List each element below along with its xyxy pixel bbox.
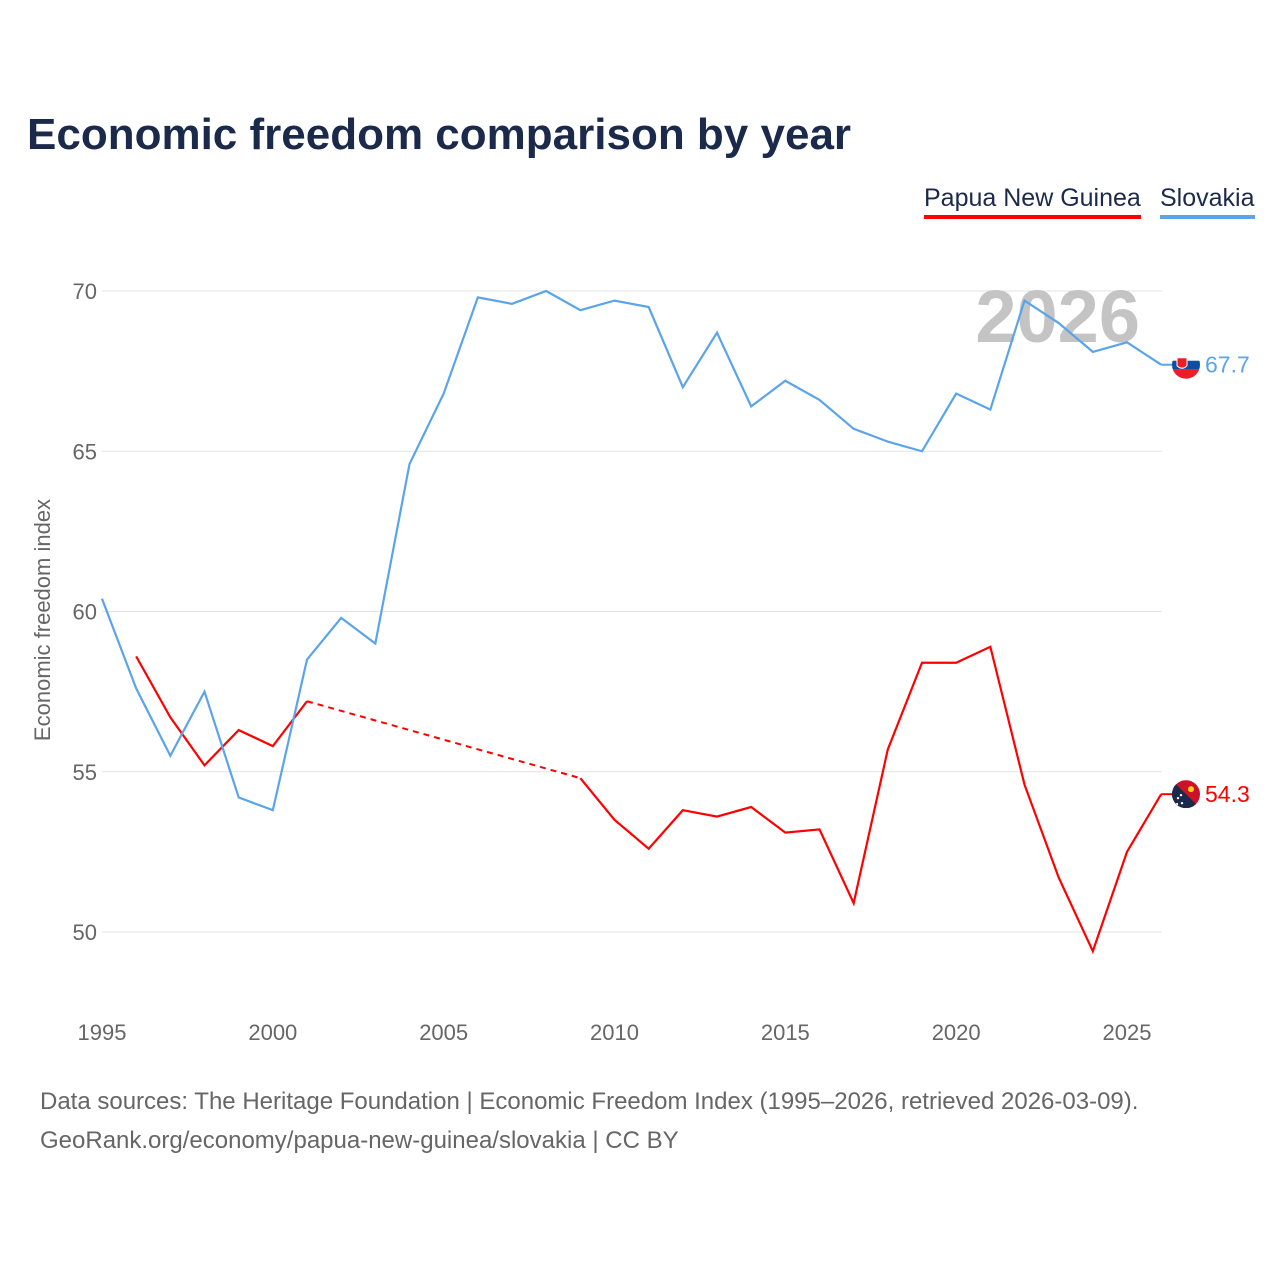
papua-new-guinea-point[interactable] (817, 826, 823, 832)
x-tick-label: 2000 (248, 1020, 297, 1045)
slovakia-flag-icon (1172, 350, 1200, 379)
slovakia-point[interactable] (1124, 339, 1130, 345)
papua-new-guinea-point[interactable] (919, 660, 925, 666)
year-watermark: 2026 (975, 275, 1140, 358)
x-tick-label: 2005 (419, 1020, 468, 1045)
x-tick-label: 2010 (590, 1020, 639, 1045)
legend-papua-new-guinea[interactable]: Papua New Guinea (924, 184, 1141, 219)
slovakia-point[interactable] (509, 301, 515, 307)
papua-new-guinea-point[interactable] (1022, 782, 1028, 788)
slovakia-point[interactable] (817, 397, 823, 403)
papua-new-guinea-point[interactable] (612, 817, 618, 823)
slovakia-point[interactable] (167, 753, 173, 759)
y-tick-label: 55 (73, 760, 97, 785)
slovakia-point[interactable] (407, 461, 413, 467)
slovakia-point[interactable] (953, 391, 959, 397)
slovakia-line (100, 289, 1162, 812)
papua-new-guinea-point[interactable] (714, 814, 720, 820)
papua-new-guinea-point[interactable] (236, 727, 242, 733)
slovakia-point[interactable] (441, 391, 447, 397)
y-tick-label: 65 (73, 439, 97, 464)
papua-new-guinea-point[interactable] (646, 846, 652, 852)
papua-new-guinea-end-label: 54.3 (1205, 781, 1250, 807)
papua-new-guinea-point[interactable] (885, 746, 891, 752)
slovakia-point[interactable] (612, 298, 618, 304)
slovakia-point[interactable] (338, 615, 344, 621)
x-tick-label: 2025 (1103, 1020, 1152, 1045)
data-sources: Data sources: The Heritage Foundation | … (40, 1088, 1139, 1115)
papua-new-guinea-gap-line (306, 700, 581, 780)
papua-new-guinea-point[interactable] (133, 653, 139, 659)
y-tick-label: 50 (73, 920, 97, 945)
papua-new-guinea-point[interactable] (851, 900, 857, 906)
slovakia-point[interactable] (372, 641, 378, 647)
slovakia-point[interactable] (919, 448, 925, 454)
legend-slovakia[interactable]: Slovakia (1160, 184, 1255, 219)
papua-new-guinea-point[interactable] (202, 762, 208, 768)
y-tick-label: 60 (73, 600, 97, 625)
papua-new-guinea-point[interactable] (167, 714, 173, 720)
papua-new-guinea-point[interactable] (680, 807, 686, 813)
slovakia-point[interactable] (1022, 298, 1028, 304)
papua-new-guinea-point[interactable] (1090, 948, 1096, 954)
papua-new-guinea-line (135, 655, 308, 768)
slovakia-point[interactable] (782, 378, 788, 384)
slovakia-point[interactable] (270, 807, 276, 813)
slovakia-point[interactable] (1056, 320, 1062, 326)
x-tick-label: 2015 (761, 1020, 810, 1045)
slovakia-point[interactable] (885, 439, 891, 445)
slovakia-point[interactable] (851, 426, 857, 432)
chart-title: Economic freedom comparison by year (27, 110, 852, 159)
slovakia-point[interactable] (99, 596, 105, 602)
slovakia-point[interactable] (748, 403, 754, 409)
slovakia-point[interactable] (987, 407, 993, 413)
papua-new-guinea-line (579, 645, 1163, 955)
slovakia-point[interactable] (133, 685, 139, 691)
papua-new-guinea-point[interactable] (304, 698, 310, 704)
slovakia-point[interactable] (1090, 349, 1096, 355)
papua-new-guinea-point[interactable] (1124, 849, 1130, 855)
slovakia-point[interactable] (680, 384, 686, 390)
slovakia-point[interactable] (543, 288, 549, 294)
papua-new-guinea-point[interactable] (953, 660, 959, 666)
slovakia-point[interactable] (475, 294, 481, 300)
papua-new-guinea-point[interactable] (577, 775, 583, 781)
line-chart: 50 55 60 65 70 1995 2000 2005 2010 2015 2020 2025 2… (30, 275, 1250, 1045)
slovakia-point[interactable] (236, 794, 242, 800)
credit-link[interactable]: GeoRank.org/economy/papua-new-guinea/slo… (40, 1127, 679, 1154)
slovakia-end-label: 67.7 (1205, 352, 1250, 378)
slovakia-point[interactable] (714, 330, 720, 336)
x-tick-label: 2020 (932, 1020, 981, 1045)
slovakia-point[interactable] (577, 307, 583, 313)
papua-new-guinea-point[interactable] (782, 830, 788, 836)
x-tick-label: 1995 (78, 1020, 127, 1045)
slovakia-point[interactable] (646, 304, 652, 310)
slovakia-point[interactable] (304, 657, 310, 663)
slovakia-point[interactable] (202, 689, 208, 695)
papua-new-guinea-point[interactable] (987, 644, 993, 650)
papua-new-guinea-point[interactable] (270, 743, 276, 749)
papua-new-guinea-flag-icon (1172, 780, 1200, 809)
papua-new-guinea-point[interactable] (1056, 875, 1062, 881)
y-tick-label: 70 (73, 279, 97, 304)
y-axis-label: Economic freedom index (30, 499, 55, 741)
papua-new-guinea-point[interactable] (748, 804, 754, 810)
